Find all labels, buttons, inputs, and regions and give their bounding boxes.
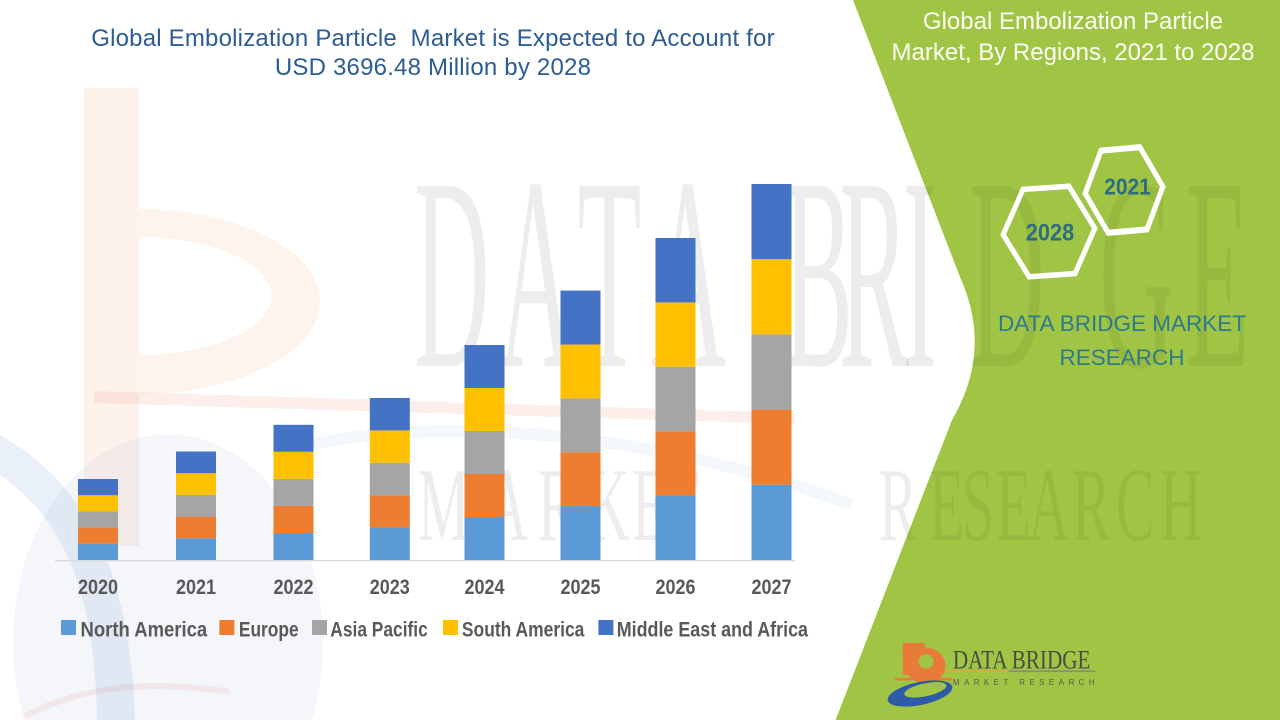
svg-text:2020: 2020 <box>78 575 118 599</box>
svg-text:2023: 2023 <box>370 575 410 599</box>
svg-text:Middle East and Africa: Middle East and Africa <box>617 618 809 642</box>
svg-text:DATA BRIDGE: DATA BRIDGE <box>953 646 1091 675</box>
svg-text:2028: 2028 <box>1026 220 1075 247</box>
svg-text:2027: 2027 <box>752 575 792 599</box>
svg-text:2025: 2025 <box>561 575 601 599</box>
svg-text:South America: South America <box>462 618 585 642</box>
svg-text:2021: 2021 <box>1104 174 1151 200</box>
svg-text:MARKET RESEARCH: MARKET RESEARCH <box>953 678 1095 687</box>
svg-text:Asia Pacific: Asia Pacific <box>330 618 428 642</box>
svg-text:2021: 2021 <box>176 575 216 599</box>
svg-text:2022: 2022 <box>274 575 314 599</box>
svg-text:Europe: Europe <box>239 618 299 642</box>
svg-text:2026: 2026 <box>656 575 696 599</box>
svg-text:2024: 2024 <box>465 575 505 599</box>
svg-text:North America: North America <box>81 618 209 642</box>
